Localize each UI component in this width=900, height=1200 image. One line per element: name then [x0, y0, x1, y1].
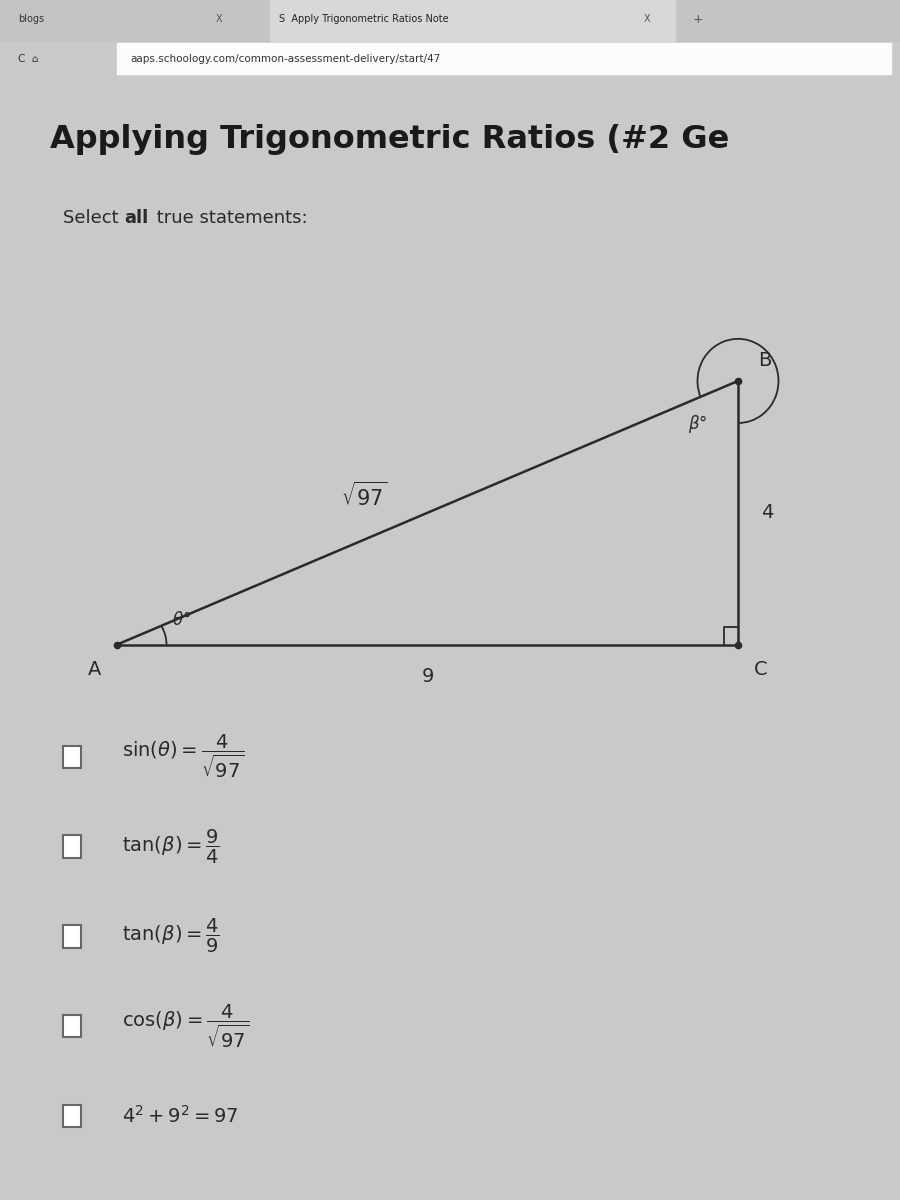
- Text: $\theta°$: $\theta°$: [172, 611, 192, 629]
- Text: Select: Select: [63, 209, 124, 227]
- FancyBboxPatch shape: [63, 745, 81, 768]
- Text: $\tan(\beta) = \dfrac{4}{9}$: $\tan(\beta) = \dfrac{4}{9}$: [122, 917, 220, 955]
- FancyBboxPatch shape: [63, 835, 81, 858]
- Text: aaps.schoology.com/common-assessment-delivery/start/47: aaps.schoology.com/common-assessment-del…: [130, 54, 441, 64]
- Text: +: +: [693, 13, 704, 26]
- Text: 4: 4: [760, 503, 773, 522]
- Text: all: all: [124, 209, 148, 227]
- Text: $\sqrt{97}$: $\sqrt{97}$: [341, 481, 388, 510]
- Text: 9: 9: [421, 666, 434, 685]
- FancyBboxPatch shape: [63, 925, 81, 948]
- FancyBboxPatch shape: [63, 1015, 81, 1037]
- Text: Applying Trigonometric Ratios (#2 Ge: Applying Trigonometric Ratios (#2 Ge: [50, 125, 729, 155]
- Text: B: B: [759, 352, 771, 371]
- Text: true statements:: true statements:: [151, 209, 308, 227]
- Text: A: A: [88, 660, 101, 679]
- Text: $\tan(\beta) = \dfrac{9}{4}$: $\tan(\beta) = \dfrac{9}{4}$: [122, 828, 220, 865]
- Text: $\sin(\theta) = \dfrac{4}{\sqrt{97}}$: $\sin(\theta) = \dfrac{4}{\sqrt{97}}$: [122, 733, 244, 780]
- Text: C: C: [753, 660, 768, 679]
- Text: blogs: blogs: [18, 14, 44, 24]
- Text: C  ⌂: C ⌂: [18, 54, 39, 64]
- Text: X: X: [644, 14, 650, 24]
- Text: S  Apply Trigonometric Ratios Note: S Apply Trigonometric Ratios Note: [279, 14, 448, 24]
- FancyBboxPatch shape: [63, 1105, 81, 1127]
- Text: $\cos(\beta) = \dfrac{4}{\sqrt{97}}$: $\cos(\beta) = \dfrac{4}{\sqrt{97}}$: [122, 1002, 249, 1050]
- Text: X: X: [216, 14, 222, 24]
- Text: $\beta°$: $\beta°$: [688, 413, 707, 434]
- Text: $4^2 + 9^2 = 97$: $4^2 + 9^2 = 97$: [122, 1105, 238, 1127]
